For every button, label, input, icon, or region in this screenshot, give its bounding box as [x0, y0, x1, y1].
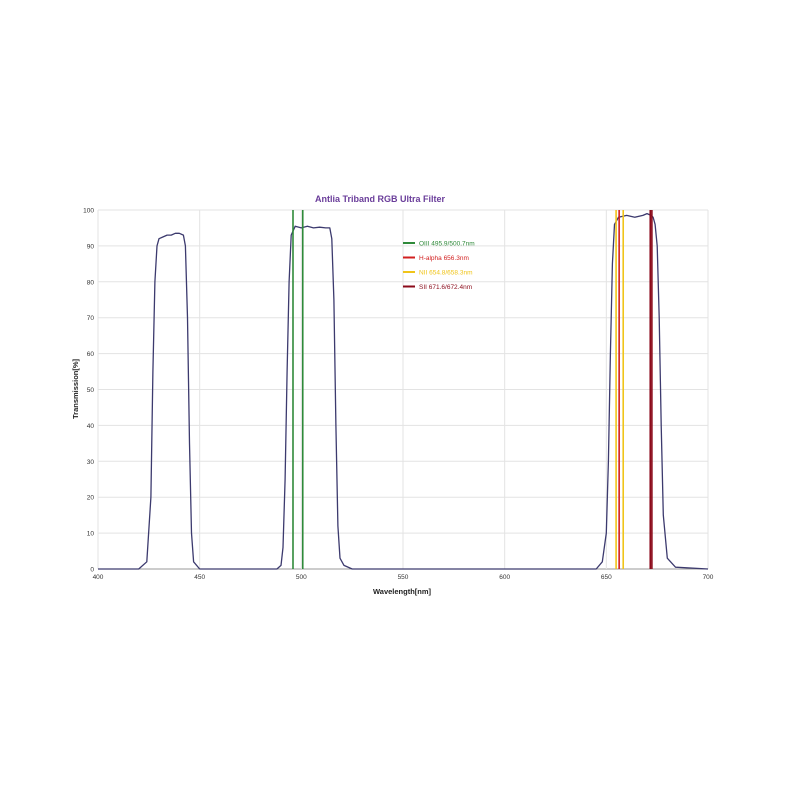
x-tick-label: 650: [601, 574, 612, 581]
x-tick-label: 400: [93, 574, 104, 581]
y-tick-label: 100: [83, 208, 94, 215]
legend-item: OIII 495.9/500.7nm: [403, 241, 475, 248]
y-tick-label: 10: [87, 531, 95, 538]
y-tick-label: 40: [87, 423, 95, 430]
legend-item: H-alpha 656.3nm: [403, 255, 469, 262]
tick-labels: 0 10 20 30 40 50 60 70 80 90 100 400 450 500 550 600 650…: [83, 208, 714, 582]
x-tick-label: 700: [703, 574, 714, 581]
y-tick-label: 30: [87, 459, 95, 466]
transmission-curve: [98, 212, 709, 570]
legend-label: OIII 495.9/500.7nm: [419, 241, 475, 248]
y-tick-label: 0: [90, 567, 94, 574]
y-tick-label: 20: [87, 495, 95, 502]
y-tick-label: 50: [87, 387, 95, 394]
y-axis-label: Transmission[%]: [71, 358, 80, 419]
y-tick-label: 90: [87, 243, 95, 250]
legend-label: NII 654.8/658.3nm: [419, 270, 472, 277]
y-tick-label: 70: [87, 315, 95, 322]
x-tick-label: 450: [194, 574, 205, 581]
legend-label: H-alpha 656.3nm: [419, 255, 469, 262]
legend-item: NII 654.8/658.3nm: [403, 270, 472, 277]
legend-item: SII 671.6/672.4nm: [403, 284, 472, 291]
x-tick-label: 550: [398, 574, 409, 581]
x-tick-label: 500: [296, 574, 307, 581]
legend: OIII 495.9/500.7nm H-alpha 656.3nm NII 654…: [403, 241, 475, 291]
grid-layer: [97, 209, 709, 570]
y-tick-label: 60: [87, 351, 95, 358]
x-tick-label: 600: [499, 574, 510, 581]
legend-label: SII 671.6/672.4nm: [419, 284, 472, 291]
y-tick-label: 80: [87, 279, 95, 286]
emission-lines-layer: [292, 210, 653, 569]
x-axis-label: Wavelength[nm]: [373, 587, 432, 596]
chart-title: Antlia Triband RGB Ultra Filter: [315, 194, 446, 204]
series-layer: [98, 212, 709, 570]
